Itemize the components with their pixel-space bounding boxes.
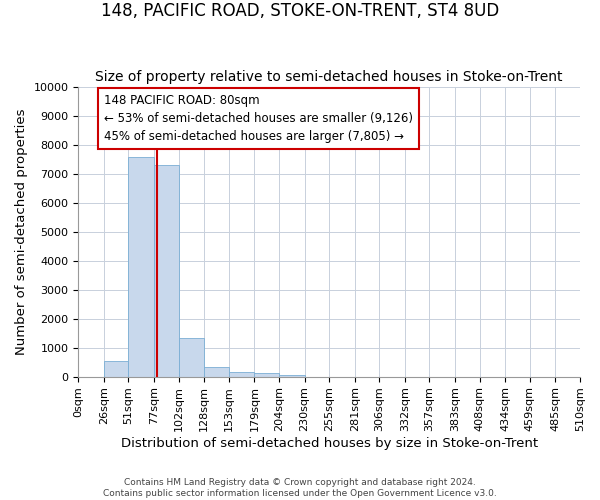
X-axis label: Distribution of semi-detached houses by size in Stoke-on-Trent: Distribution of semi-detached houses by … [121, 437, 538, 450]
Bar [229, 372, 254, 376]
Bar [254, 373, 279, 376]
Bar [179, 338, 204, 376]
Bar [128, 156, 154, 376]
Title: Size of property relative to semi-detached houses in Stoke-on-Trent: Size of property relative to semi-detach… [95, 70, 563, 85]
Y-axis label: Number of semi-detached properties: Number of semi-detached properties [15, 108, 28, 355]
Bar [154, 166, 179, 376]
Text: 148 PACIFIC ROAD: 80sqm
← 53% of semi-detached houses are smaller (9,126)
45% of: 148 PACIFIC ROAD: 80sqm ← 53% of semi-de… [104, 94, 413, 144]
Bar [204, 367, 229, 376]
Text: 148, PACIFIC ROAD, STOKE-ON-TRENT, ST4 8UD: 148, PACIFIC ROAD, STOKE-ON-TRENT, ST4 8… [101, 2, 499, 21]
Bar [104, 360, 128, 376]
Text: Contains HM Land Registry data © Crown copyright and database right 2024.
Contai: Contains HM Land Registry data © Crown c… [103, 478, 497, 498]
